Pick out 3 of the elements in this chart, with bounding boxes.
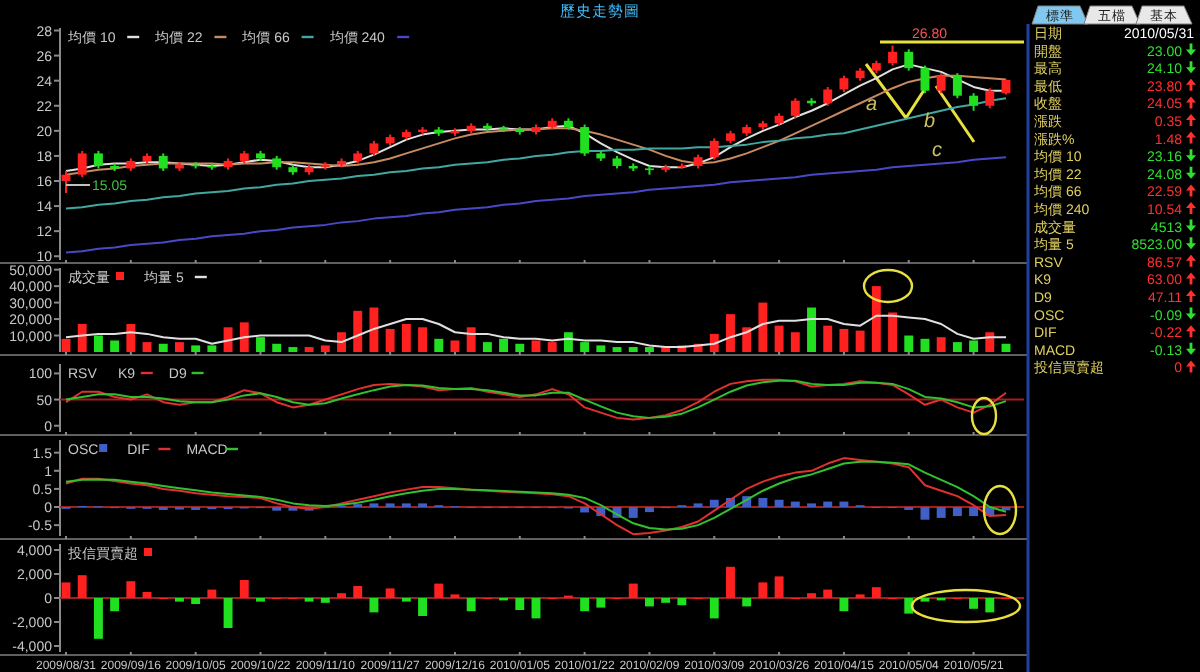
annotation: c [932, 140, 942, 162]
annotation: a [866, 94, 878, 116]
annotation: b [924, 111, 936, 134]
